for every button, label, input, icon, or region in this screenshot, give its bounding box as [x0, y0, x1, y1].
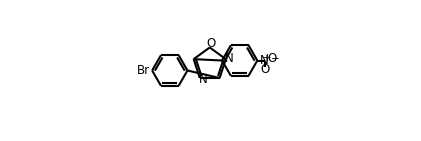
Text: +: + — [263, 53, 272, 63]
Text: O: O — [268, 52, 277, 65]
Text: −: − — [271, 54, 280, 64]
Text: N: N — [225, 52, 234, 65]
Text: O: O — [207, 37, 216, 50]
Text: O: O — [260, 63, 269, 76]
Text: N: N — [260, 54, 269, 67]
Text: Br: Br — [137, 64, 150, 77]
Text: N: N — [199, 73, 208, 86]
